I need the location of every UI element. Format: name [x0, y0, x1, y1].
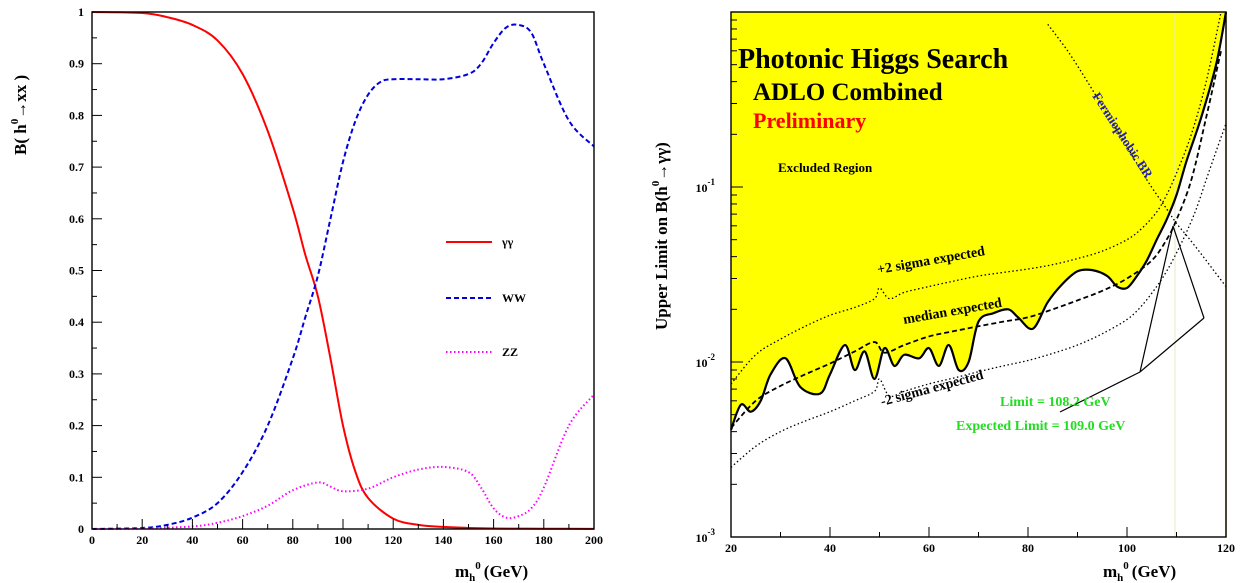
left-y-tick-label: 0 [78, 522, 84, 536]
limit-pointer-line-3 [1139, 317, 1205, 373]
right-series-line [730, 123, 1227, 468]
left-x-tick-label: 0 [89, 533, 95, 547]
left-y-tick-label: 0.4 [69, 315, 84, 329]
right-y-tick-label: 10-1 [696, 177, 716, 195]
right-y-tick-label: 10-3 [696, 527, 716, 545]
left-x-axis-label: mh0 (GeV) [455, 560, 528, 583]
left-x-tick-label: 120 [384, 533, 402, 547]
right-series-line [730, 11, 1222, 385]
left-x-tick-label: 100 [334, 533, 352, 547]
left-curves [91, 11, 595, 530]
limit-pointer-line-4 [1059, 371, 1141, 413]
left-x-tick-label: 160 [485, 533, 503, 547]
right-x-tick-label: 60 [923, 541, 935, 555]
right-x-tick-label: 20 [725, 541, 737, 555]
left-y-tick-label: 0.2 [69, 419, 84, 433]
left-y-tick-label: 1 [78, 5, 84, 19]
left-x-tick-label: 140 [434, 533, 452, 547]
limit-pointer-line-2 [1139, 225, 1174, 373]
left-x-tick-label: 20 [136, 533, 148, 547]
minus2-sigma-label: -2 sigma expected [879, 368, 985, 410]
left-plot-frame [91, 11, 595, 530]
right-series-line [1047, 23, 1227, 287]
right-y-tick-label: 10-2 [696, 352, 716, 370]
right-x-tick-label: 80 [1022, 541, 1034, 555]
right-curves [729, 11, 1228, 468]
legend-label: WW [502, 291, 526, 305]
left-x-tick-label: 80 [287, 533, 299, 547]
left-series-line [91, 393, 595, 530]
right-axis-ticks: 20 40 60 80 100 120 10-3 10-2 10-1 [696, 19, 1235, 555]
left-axis-ticks: 0 20 40 60 80 100 120 140 160 180 200 0 0.1 0.2 0.3 0.4… [69, 5, 603, 547]
limit-value-label: Limit = 108.2 GeV [1000, 395, 1111, 410]
excluded-region-fill [731, 12, 1226, 430]
right-y-axis-label: Upper Limit on B(h0→γγ) [650, 142, 671, 330]
right-chart-subtitle: ADLO Combined [753, 79, 943, 106]
left-y-axis-label: B( h0→xx ) [9, 75, 30, 155]
right-x-tick-label: 100 [1118, 541, 1136, 555]
left-y-tick-label: 0.1 [69, 470, 84, 484]
right-x-tick-label: 120 [1217, 541, 1235, 555]
right-series-line [730, 50, 1222, 429]
left-x-tick-label: 180 [535, 533, 553, 547]
left-y-tick-label: 0.3 [69, 367, 84, 381]
left-x-tick-label: 40 [186, 533, 198, 547]
legend-label: γγ [501, 235, 514, 249]
left-x-tick-label: 60 [237, 533, 249, 547]
left-legend: γγ WW ZZ [446, 235, 526, 359]
left-series-line [91, 11, 595, 530]
left-y-tick-label: 0.5 [69, 264, 84, 278]
expected-limit-value-label: Expected Limit = 109.0 GeV [956, 419, 1125, 434]
right-series-line [729, 11, 1228, 431]
excluded-region-label: Excluded Region [778, 160, 873, 175]
right-x-tick-label: 40 [824, 541, 836, 555]
left-x-tick-label: 200 [585, 533, 603, 547]
limit-pointer-line-1 [1172, 225, 1205, 319]
left-y-tick-label: 0.9 [69, 57, 84, 71]
left-y-tick-label: 0.8 [69, 108, 84, 122]
left-y-tick-label: 0.6 [69, 212, 84, 226]
right-chart: 20 40 60 80 100 120 10-3 10-2 10-1 Photonic Higg… [650, 11, 1235, 583]
preliminary-label: Preliminary [753, 108, 866, 133]
left-y-tick-label: 0.7 [69, 160, 84, 174]
legend-label: ZZ [502, 345, 518, 359]
right-x-axis-label: mh0 (GeV) [1103, 560, 1176, 583]
left-chart: 0 20 40 60 80 100 120 140 160 180 200 0 0.1 0.2 0.3 0.4… [9, 5, 603, 583]
right-chart-title: Photonic Higgs Search [738, 44, 1009, 75]
left-series-line [91, 23, 595, 530]
